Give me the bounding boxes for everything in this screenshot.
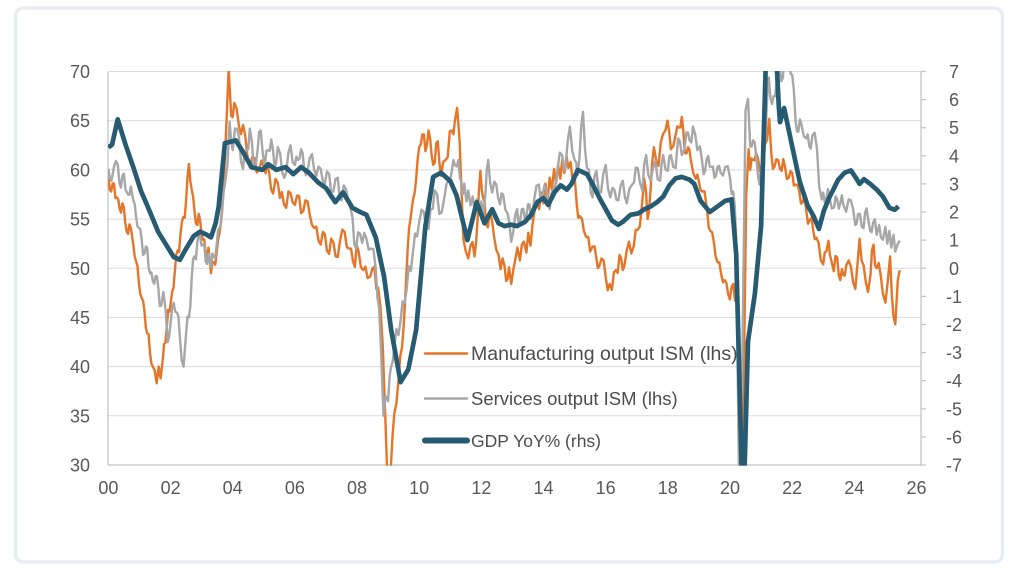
svg-text:60: 60 bbox=[70, 160, 90, 180]
svg-text:10: 10 bbox=[409, 478, 429, 498]
svg-text:35: 35 bbox=[70, 406, 90, 426]
svg-text:1: 1 bbox=[949, 231, 959, 251]
svg-text:40: 40 bbox=[70, 357, 90, 377]
svg-text:Services output ISM (lhs): Services output ISM (lhs) bbox=[471, 388, 678, 409]
svg-text:30: 30 bbox=[70, 456, 90, 476]
svg-text:26: 26 bbox=[906, 478, 926, 498]
svg-text:GDP YoY% (rhs): GDP YoY% (rhs) bbox=[471, 431, 601, 451]
svg-text:-5: -5 bbox=[946, 399, 962, 419]
svg-text:02: 02 bbox=[161, 478, 181, 498]
svg-text:-2: -2 bbox=[946, 315, 962, 335]
svg-text:50: 50 bbox=[70, 259, 90, 279]
svg-text:2: 2 bbox=[949, 203, 959, 223]
svg-text:4: 4 bbox=[949, 146, 959, 166]
svg-text:18: 18 bbox=[658, 478, 678, 498]
svg-text:16: 16 bbox=[596, 478, 616, 498]
svg-text:5: 5 bbox=[949, 118, 959, 138]
svg-text:65: 65 bbox=[70, 111, 90, 131]
svg-text:0: 0 bbox=[949, 259, 959, 279]
svg-text:00: 00 bbox=[98, 478, 118, 498]
svg-text:-6: -6 bbox=[946, 427, 962, 447]
svg-text:55: 55 bbox=[70, 210, 90, 230]
svg-text:70: 70 bbox=[70, 62, 90, 82]
svg-text:06: 06 bbox=[285, 478, 305, 498]
svg-text:6: 6 bbox=[949, 90, 959, 110]
svg-text:7: 7 bbox=[949, 62, 959, 82]
svg-text:-3: -3 bbox=[946, 343, 962, 363]
svg-text:-1: -1 bbox=[946, 287, 962, 307]
svg-text:22: 22 bbox=[782, 478, 802, 498]
svg-text:-7: -7 bbox=[946, 456, 962, 476]
svg-text:14: 14 bbox=[533, 478, 553, 498]
svg-text:45: 45 bbox=[70, 308, 90, 328]
svg-text:-4: -4 bbox=[946, 371, 962, 391]
svg-text:Manufacturing output ISM (lhs): Manufacturing output ISM (lhs) bbox=[471, 343, 738, 365]
svg-text:08: 08 bbox=[347, 478, 367, 498]
svg-text:3: 3 bbox=[949, 174, 959, 194]
svg-text:12: 12 bbox=[471, 478, 491, 498]
svg-text:24: 24 bbox=[844, 478, 864, 498]
svg-text:04: 04 bbox=[223, 478, 243, 498]
svg-text:20: 20 bbox=[720, 478, 740, 498]
